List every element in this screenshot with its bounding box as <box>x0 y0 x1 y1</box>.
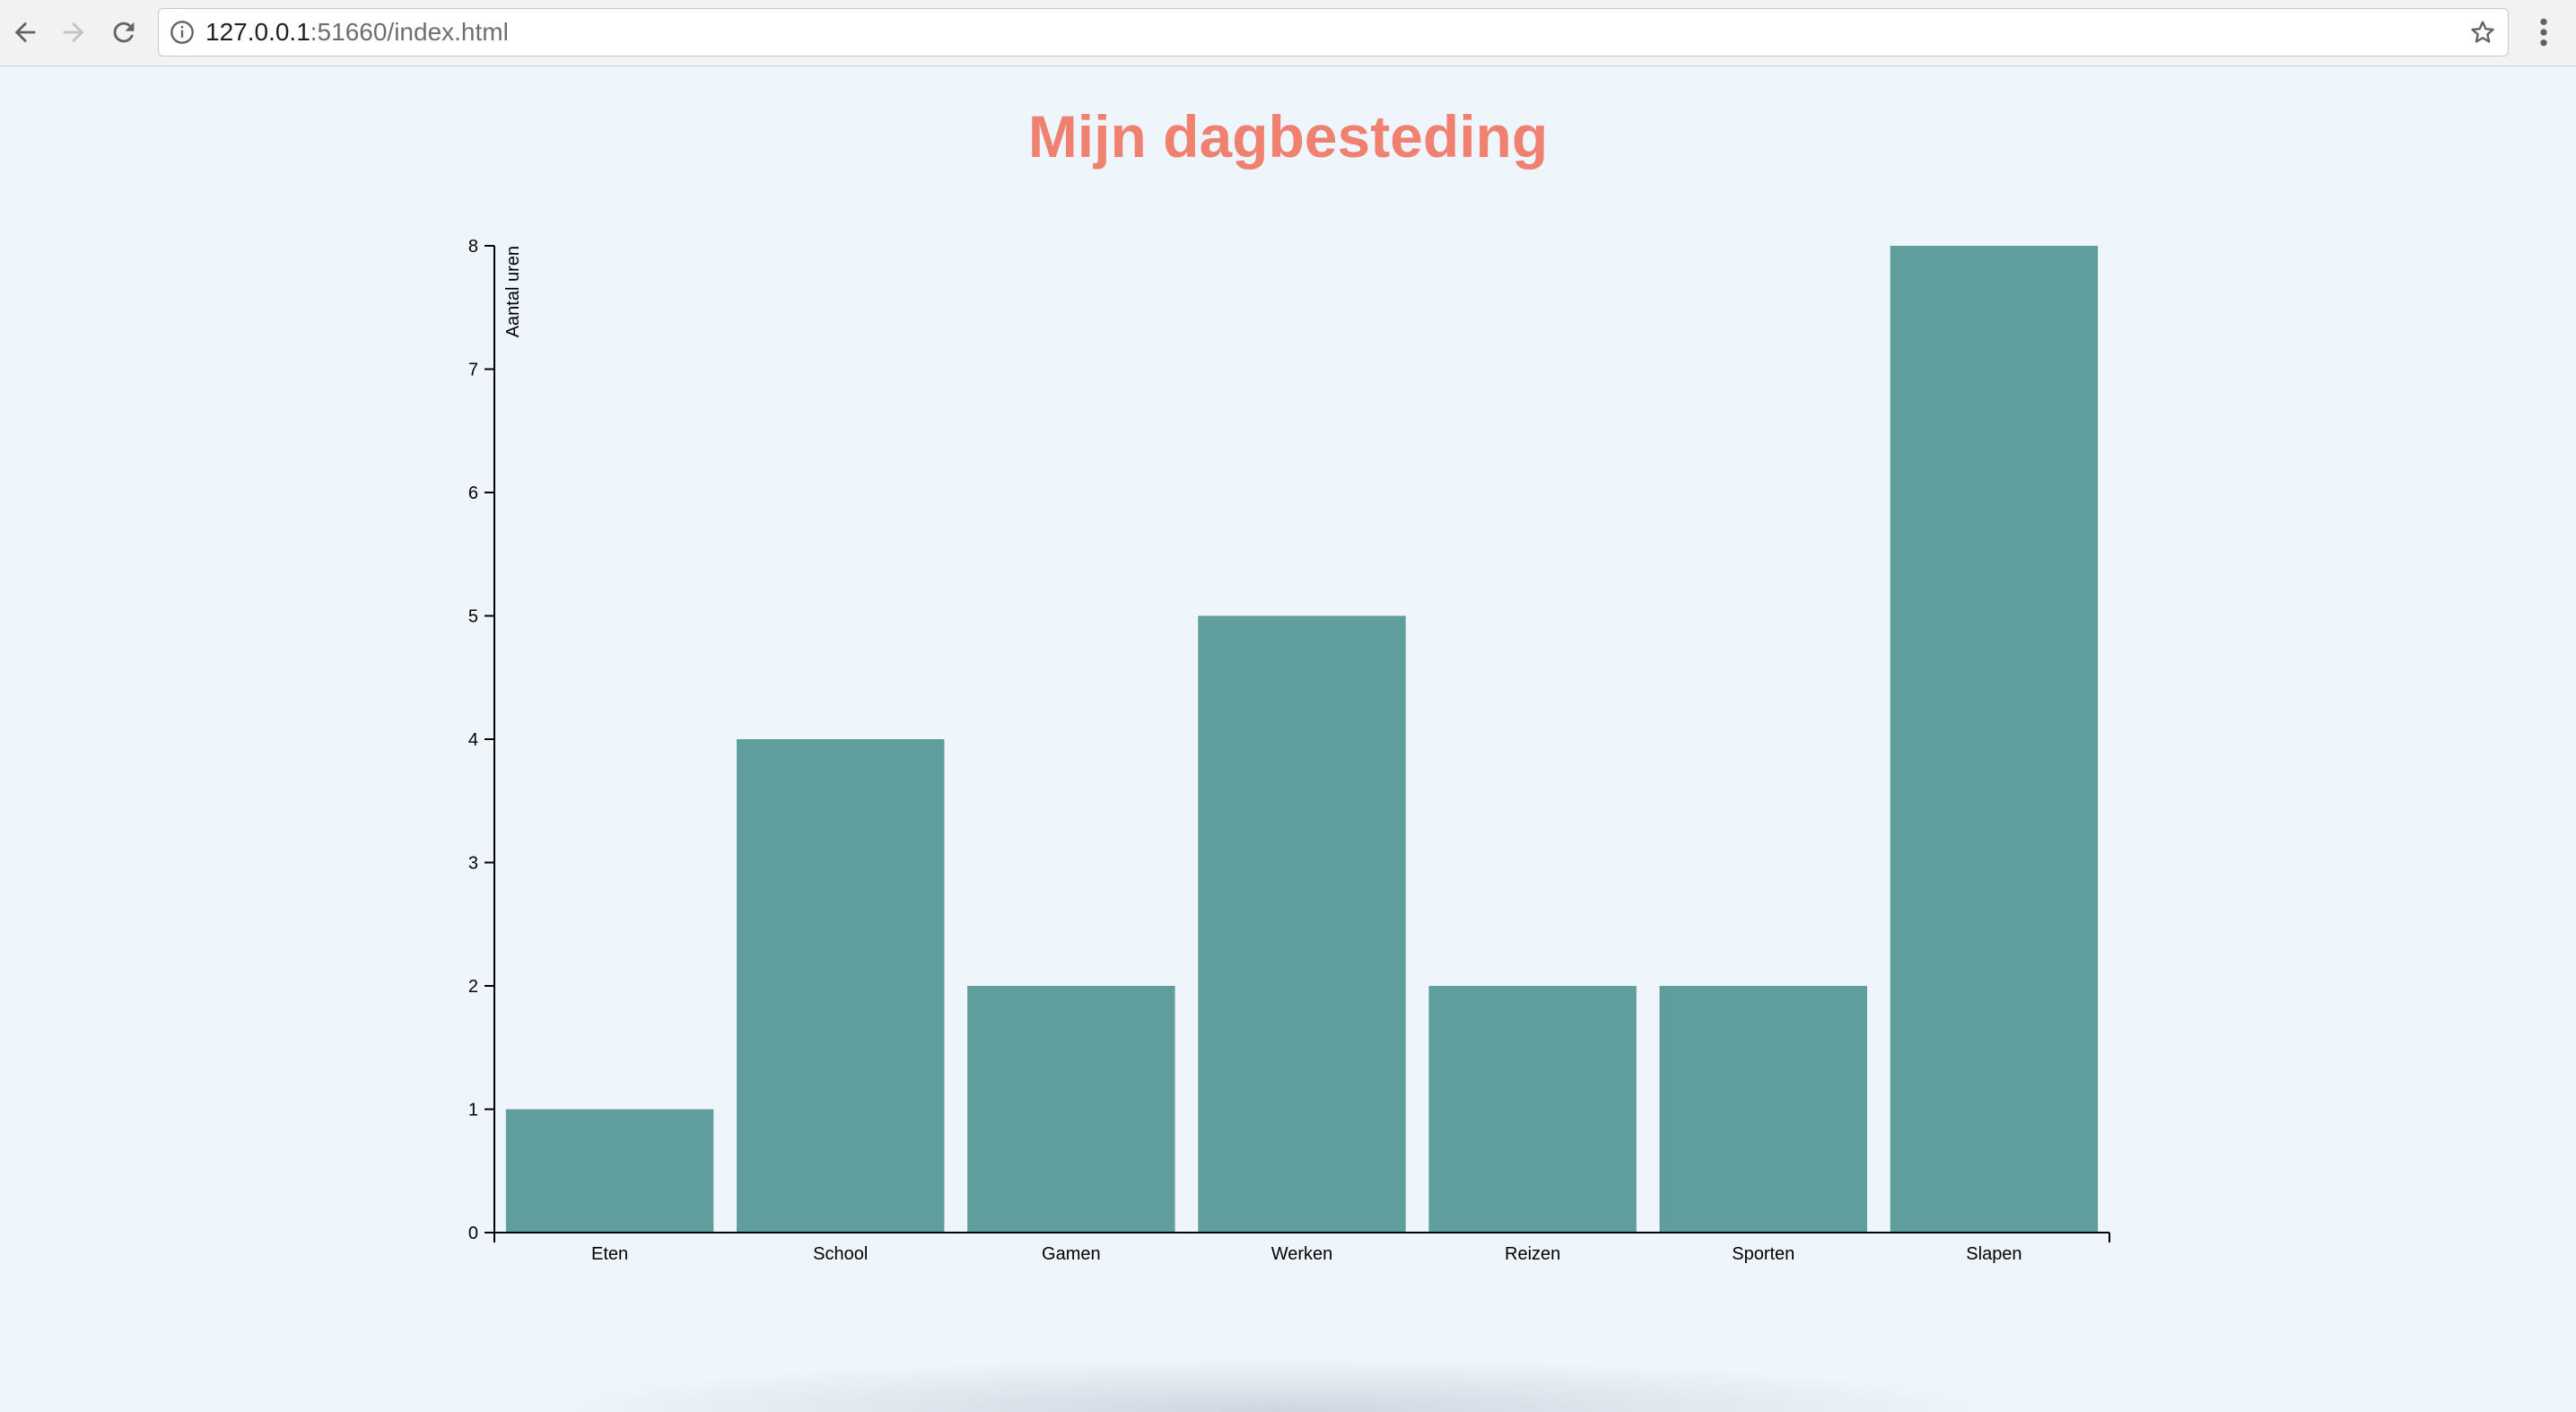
bar-slapen <box>1890 246 2099 1233</box>
x-tick-label: School <box>813 1244 868 1264</box>
y-tick-label: 6 <box>468 484 478 503</box>
forward-icon[interactable] <box>54 13 93 52</box>
bar-gamen <box>967 986 1175 1233</box>
url-host: 127.0.0.1 <box>205 18 310 46</box>
bar-school <box>737 739 945 1233</box>
browser-toolbar: 127.0.0.1:51660/index.html <box>0 0 2576 66</box>
x-tick-label: Eten <box>591 1244 628 1264</box>
footer-shadow <box>538 1358 2010 1412</box>
x-tick-label: Reizen <box>1505 1244 1560 1264</box>
bar-chart: 0 1 2 3 4 5 6 7 8 Eten School Gamen Werken Reizen Spo… <box>468 237 2110 1264</box>
y-tick-label: 2 <box>468 977 478 997</box>
bar-sporten <box>1659 986 1867 1233</box>
bar-werken <box>1198 615 1406 1233</box>
y-tick-label: 8 <box>468 237 478 257</box>
url-path: :51660/index.html <box>310 18 509 46</box>
address-bar[interactable]: 127.0.0.1:51660/index.html <box>158 8 2509 57</box>
reload-icon[interactable] <box>104 13 144 52</box>
bar-reizen <box>1428 986 1637 1233</box>
info-icon[interactable] <box>170 20 195 45</box>
y-axis-label: Aantal uren <box>503 246 523 337</box>
bookmark-star-icon[interactable] <box>2468 18 2497 47</box>
x-tick-label: Gamen <box>1042 1244 1101 1264</box>
x-tick-label: Werken <box>1271 1244 1333 1264</box>
y-tick-label: 3 <box>468 854 478 874</box>
y-tick-label: 7 <box>468 361 478 380</box>
page-content: Mijn dagbesteding 0 1 2 3 4 5 6 7 8 Eten School Ga… <box>0 66 2576 1412</box>
url-text[interactable]: 127.0.0.1:51660/index.html <box>205 9 509 56</box>
y-tick-label: 1 <box>468 1101 478 1120</box>
y-tick-label: 5 <box>468 607 478 627</box>
y-tick-label: 0 <box>468 1224 478 1243</box>
bar-eten <box>505 1109 714 1233</box>
y-tick-label: 4 <box>468 730 478 750</box>
page-title: Mijn dagbesteding <box>1027 103 1549 170</box>
menu-icon[interactable] <box>2530 14 2557 50</box>
x-tick-label: Slapen <box>1966 1244 2022 1264</box>
back-icon[interactable] <box>5 13 45 52</box>
x-tick-label: Sporten <box>1732 1244 1794 1264</box>
